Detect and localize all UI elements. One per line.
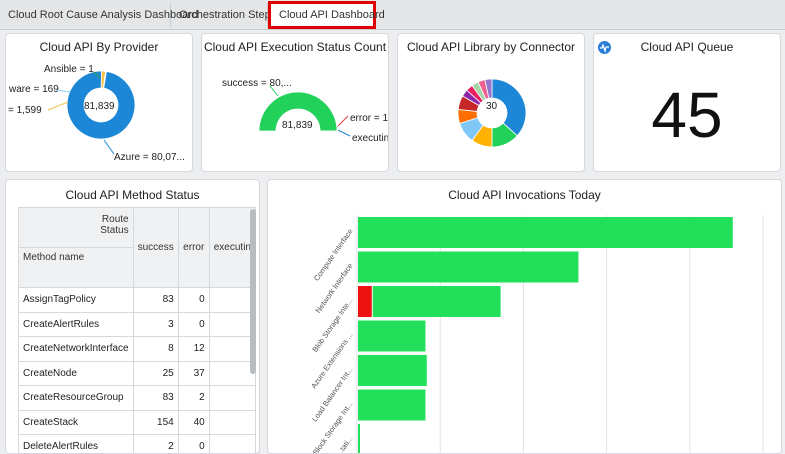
- library-title: Cloud API Library by Connector: [406, 40, 576, 54]
- cell-name: CreateStack: [18, 409, 134, 435]
- cell-error: 0: [177, 311, 210, 337]
- provider-title: Cloud API By Provider: [39, 40, 159, 54]
- bar-success[interactable]: [358, 251, 579, 283]
- table-row[interactable]: CreateResourceGroup 83 2: [18, 385, 256, 411]
- provider-center-label: 81,839: [84, 101, 115, 112]
- cell-executing: [208, 360, 256, 386]
- cell-error: 37: [177, 360, 210, 386]
- library-center-label: 30: [486, 101, 498, 112]
- invocations-title: Cloud API Invocations Today: [448, 188, 601, 202]
- table-row[interactable]: DeleteAlertRules 2 0: [18, 434, 256, 453]
- status-leader-lines: [269, 85, 351, 137]
- cell-error: 40: [177, 409, 210, 435]
- method-status-table: Route Status success error executin Meth…: [17, 207, 256, 453]
- cell-name: CreateNetworkInterface: [18, 336, 134, 362]
- table-row[interactable]: AssignTagPolicy 83 0: [18, 287, 256, 313]
- table-row[interactable]: CreateNode 25 37: [18, 360, 256, 386]
- header-method-name: Method name: [18, 247, 134, 288]
- status-slice[interactable]: [319, 130, 338, 133]
- provider-label-vmware: ware = 169: [9, 84, 59, 95]
- bar-success[interactable]: [358, 217, 733, 248]
- cell-executing: [208, 287, 256, 313]
- header-error[interactable]: error: [177, 207, 210, 288]
- cell-executing: [208, 385, 256, 411]
- queue-value: 45: [651, 79, 723, 151]
- category-label: ...tati...: [334, 434, 354, 454]
- cell-executing: [208, 409, 256, 435]
- method-status-title: Cloud API Method Status: [65, 188, 200, 202]
- queue-card: Cloud API Queue 45: [593, 33, 781, 172]
- cell-success: 2: [132, 434, 179, 453]
- activity-icon: [598, 41, 611, 54]
- provider-card: Cloud API By Provider 81,839 Ansible = 1…: [5, 33, 193, 172]
- queue-title: Cloud API Queue: [640, 40, 734, 54]
- provider-slice[interactable]: [103, 70, 107, 89]
- bar-success[interactable]: [358, 424, 360, 454]
- table-row[interactable]: CreateAlertRules 3 0: [18, 311, 256, 337]
- cell-name: CreateAlertRules: [18, 311, 134, 337]
- header-success[interactable]: success: [132, 207, 179, 288]
- provider-label-ansible: Ansible = 1: [44, 64, 94, 75]
- cell-name: AssignTagPolicy: [18, 287, 134, 313]
- tab-bar: Cloud Root Cause Analysis Dashboard Orch…: [0, 0, 785, 30]
- provider-slice[interactable]: [66, 70, 136, 140]
- cell-success: 3: [132, 311, 179, 337]
- cell-error: 2: [177, 385, 210, 411]
- cell-success: 154: [132, 409, 179, 435]
- cell-error: 0: [177, 434, 210, 453]
- cell-success: 83: [132, 287, 179, 313]
- status-label-error: error = 1: [350, 113, 389, 124]
- status-label-executing: executin: [352, 133, 389, 144]
- status-card: Cloud API Execution Status Count 81,839 …: [201, 33, 389, 172]
- table-row[interactable]: CreateStack 154 40: [18, 409, 256, 435]
- cell-success: 83: [132, 385, 179, 411]
- library-slice[interactable]: [484, 78, 493, 99]
- library-slice[interactable]: [491, 78, 527, 137]
- method-status-card: Cloud API Method Status Route Status suc…: [5, 179, 260, 454]
- header-route-status: Route Status: [76, 207, 134, 248]
- table-scrollbar[interactable]: [250, 209, 256, 374]
- cell-name: CreateResourceGroup: [18, 385, 134, 411]
- status-slice[interactable]: [258, 91, 338, 132]
- bar-success[interactable]: [358, 320, 426, 352]
- provider-pie-chart: [66, 70, 136, 140]
- cell-error: 12: [177, 336, 210, 362]
- cell-executing: [208, 434, 256, 453]
- tab-orchestration-steps[interactable]: Orchestration Steps: [171, 3, 276, 27]
- provider-label-azure: Azure = 80,07...: [114, 152, 185, 163]
- status-title: Cloud API Execution Status Count: [203, 40, 387, 54]
- tab-cloud-root-cause[interactable]: Cloud Root Cause Analysis Dashboard: [0, 3, 198, 27]
- cell-name: DeleteAlertRules: [18, 434, 134, 453]
- table-row[interactable]: CreateNetworkInterface 8 12: [18, 336, 256, 362]
- provider-leader-lines: [47, 71, 115, 155]
- provider-label-other: = 1,599: [8, 105, 42, 116]
- library-card: Cloud API Library by Connector 30: [397, 33, 585, 172]
- tab-cloud-api-dashboard[interactable]: Cloud API Dashboard: [268, 1, 385, 29]
- bar-success[interactable]: [358, 355, 427, 386]
- cell-error: 0: [177, 287, 210, 313]
- cell-executing: [208, 311, 256, 337]
- cell-executing: [208, 336, 256, 362]
- bar-error[interactable]: [358, 286, 372, 317]
- invocations-card: Cloud API Invocations Today Compute Inte…: [267, 179, 782, 454]
- cell-success: 8: [132, 336, 179, 362]
- bar-success[interactable]: [358, 389, 426, 421]
- status-center-label: 81,839: [282, 120, 313, 131]
- bar-success[interactable]: [372, 286, 501, 317]
- cell-success: 25: [132, 360, 179, 386]
- header-executing[interactable]: executin: [208, 207, 256, 288]
- cell-name: CreateNode: [18, 360, 134, 386]
- library-donut-chart: [457, 78, 527, 148]
- status-label-success: success = 80,...: [222, 78, 292, 89]
- status-half-donut-chart: [258, 91, 338, 133]
